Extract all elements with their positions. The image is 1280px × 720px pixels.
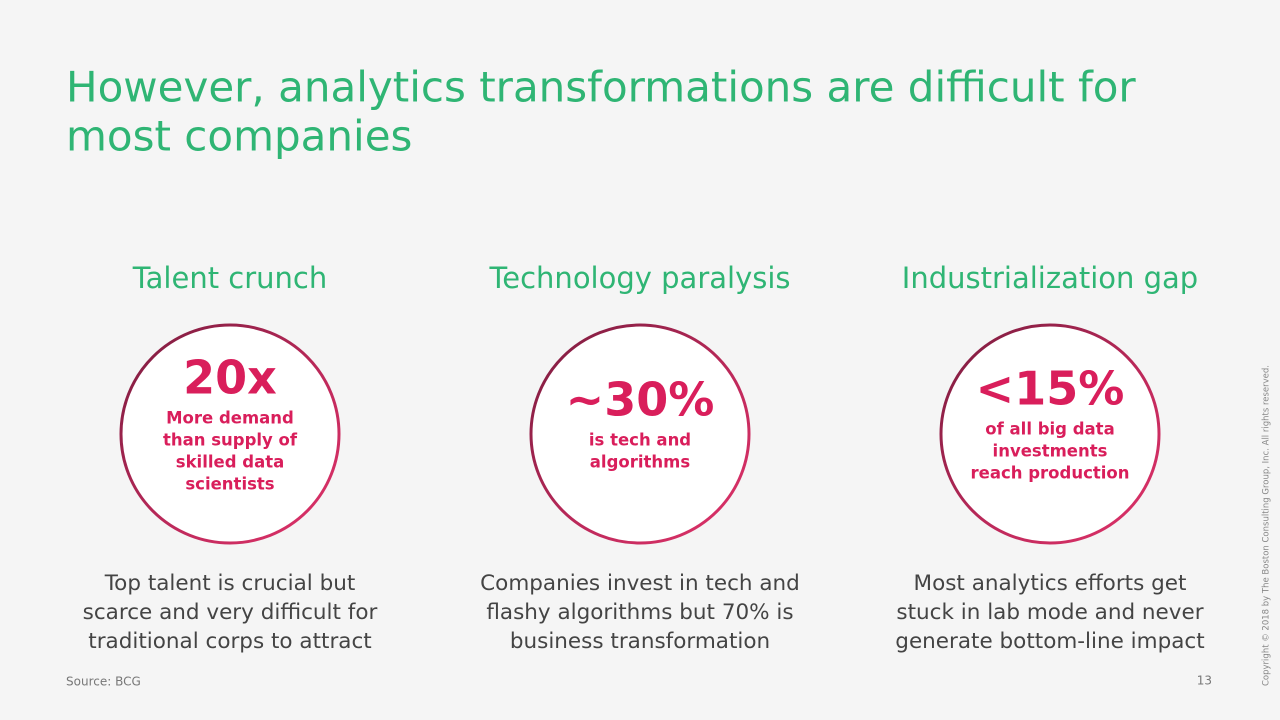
stat-caption: skilled data bbox=[176, 453, 284, 472]
page-number: 13 bbox=[1197, 674, 1212, 688]
description: business transformation bbox=[510, 629, 770, 654]
stat-caption: algorithms bbox=[590, 453, 691, 472]
description: stuck in lab mode and never bbox=[896, 600, 1203, 625]
slide-title: However, analytics transformations are d… bbox=[66, 63, 1136, 112]
stat-caption: More demand bbox=[166, 409, 294, 428]
description: Top talent is crucial but bbox=[104, 571, 356, 596]
stat-circle bbox=[939, 323, 1161, 545]
source: Source: BCG bbox=[66, 675, 141, 689]
stat-caption: reach production bbox=[971, 464, 1130, 483]
description: scarce and very difficult for bbox=[83, 600, 378, 625]
column-heading: Industrialization gap bbox=[902, 261, 1198, 295]
description: traditional corps to attract bbox=[88, 629, 371, 654]
slide-title: most companies bbox=[66, 112, 412, 161]
description: Most analytics efforts get bbox=[914, 571, 1187, 596]
description: Companies invest in tech and bbox=[480, 571, 800, 596]
stat-caption: of all big data bbox=[985, 420, 1114, 439]
stat-caption: is tech and bbox=[589, 431, 691, 450]
stat-caption: investments bbox=[993, 442, 1108, 461]
stat-circle bbox=[119, 323, 341, 545]
stat-circle bbox=[529, 323, 751, 545]
stat-value: ~30% bbox=[566, 373, 715, 427]
stat-caption: than supply of bbox=[163, 431, 298, 450]
description: flashy algorithms but 70% is bbox=[486, 600, 793, 625]
column-heading: Technology paralysis bbox=[488, 261, 790, 295]
column-heading: Talent crunch bbox=[132, 261, 328, 295]
copyright: Copyright © 2018 by The Boston Consultin… bbox=[1262, 365, 1272, 686]
stat-value: 20x bbox=[183, 351, 277, 405]
stat-value: <15% bbox=[976, 362, 1125, 416]
stat-caption: scientists bbox=[185, 475, 274, 494]
description: generate bottom-line impact bbox=[895, 629, 1204, 654]
